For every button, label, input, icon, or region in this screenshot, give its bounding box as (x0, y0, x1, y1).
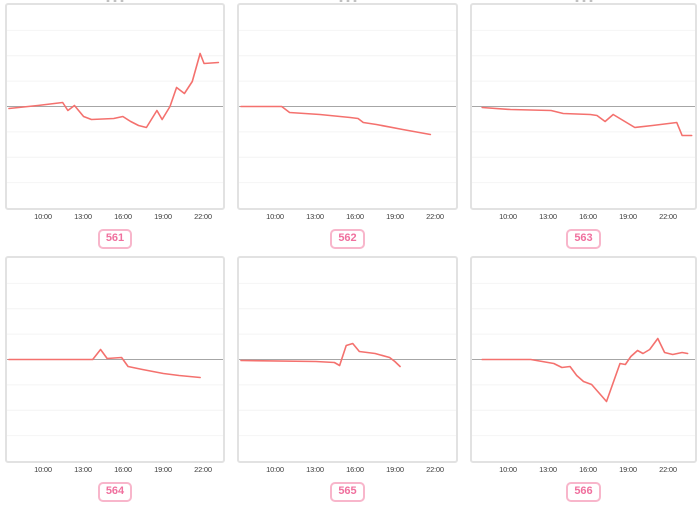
chart-cell-565: 10:00 13:00 16:00 19:00 22:00 565 (237, 256, 458, 502)
chart-id-badge[interactable]: 565 (330, 482, 365, 502)
x-tick-label: 10:00 (499, 212, 517, 221)
clipped-chart-title (106, 0, 124, 2)
chart-cell-563: 10:00 13:00 16:00 19:00 22:00 563 (470, 0, 697, 249)
x-tick-label: 10:00 (34, 465, 52, 474)
x-axis: 10:00 13:00 16:00 19:00 22:00 (470, 463, 697, 476)
chart-cell-566: 10:00 13:00 16:00 19:00 22:00 566 (470, 256, 697, 502)
x-tick-label: 19:00 (154, 212, 172, 221)
badge-row: 562 (237, 228, 458, 249)
badge-row: 566 (470, 481, 697, 502)
x-axis: 10:00 13:00 16:00 19:00 22:00 (237, 463, 458, 476)
x-tick-label: 22:00 (194, 465, 212, 474)
x-axis: 10:00 13:00 16:00 19:00 22:00 (5, 463, 225, 476)
x-tick-label: 13:00 (306, 465, 324, 474)
x-tick-label: 16:00 (346, 465, 364, 474)
data-series-line (241, 107, 430, 135)
x-axis: 10:00 13:00 16:00 19:00 22:00 (237, 210, 458, 223)
x-tick-label: 13:00 (74, 465, 92, 474)
line-chart[interactable] (239, 258, 456, 461)
x-tick-label: 22:00 (426, 212, 444, 221)
x-tick-label: 13:00 (306, 212, 324, 221)
x-tick-label: 22:00 (659, 212, 677, 221)
x-tick-label: 13:00 (74, 212, 92, 221)
x-tick-label: 16:00 (579, 212, 597, 221)
data-series-line (482, 108, 692, 136)
chart-cell-564: 10:00 13:00 16:00 19:00 22:00 564 (5, 256, 225, 502)
x-tick-label: 10:00 (34, 212, 52, 221)
chart-panel[interactable] (5, 256, 225, 463)
data-series-line (241, 344, 400, 367)
chart-panel[interactable] (237, 3, 458, 210)
x-tick-label: 13:00 (539, 212, 557, 221)
x-tick-label: 13:00 (539, 465, 557, 474)
x-tick-label: 16:00 (346, 212, 364, 221)
x-axis: 10:00 13:00 16:00 19:00 22:00 (5, 210, 225, 223)
x-tick-label: 16:00 (579, 465, 597, 474)
x-tick-label: 10:00 (266, 465, 284, 474)
line-chart[interactable] (7, 258, 223, 461)
data-series-line (482, 339, 687, 402)
chart-id-badge[interactable]: 563 (566, 229, 601, 249)
chart-id-badge[interactable]: 566 (566, 482, 601, 502)
line-chart[interactable] (239, 5, 456, 208)
x-tick-label: 10:00 (266, 212, 284, 221)
data-series-line (9, 350, 200, 378)
badge-row: 561 (5, 228, 225, 249)
chart-panel[interactable] (237, 256, 458, 463)
x-tick-label: 22:00 (194, 212, 212, 221)
badge-row: 564 (5, 481, 225, 502)
x-tick-label: 19:00 (154, 465, 172, 474)
clipped-chart-title (339, 0, 356, 2)
x-tick-label: 19:00 (386, 465, 404, 474)
chart-id-badge[interactable]: 562 (330, 229, 365, 249)
x-tick-label: 19:00 (619, 212, 637, 221)
x-tick-label: 16:00 (114, 465, 132, 474)
x-tick-label: 19:00 (619, 465, 637, 474)
x-tick-label: 16:00 (114, 212, 132, 221)
chart-panel[interactable] (5, 3, 225, 210)
chart-panel[interactable] (470, 256, 697, 463)
chart-id-badge[interactable]: 564 (97, 482, 133, 502)
data-series-line (9, 54, 218, 128)
chart-cell-562: 10:00 13:00 16:00 19:00 22:00 562 (237, 0, 458, 249)
x-tick-label: 22:00 (659, 465, 677, 474)
badge-row: 565 (237, 481, 458, 502)
x-tick-label: 22:00 (426, 465, 444, 474)
clipped-chart-title (575, 0, 592, 2)
line-chart[interactable] (472, 5, 695, 208)
badge-row: 563 (470, 228, 697, 249)
chart-panel[interactable] (470, 3, 697, 210)
line-chart[interactable] (7, 5, 223, 208)
x-axis: 10:00 13:00 16:00 19:00 22:00 (470, 210, 697, 223)
chart-id-badge[interactable]: 561 (97, 229, 133, 249)
x-tick-label: 19:00 (386, 212, 404, 221)
chart-cell-561: 10:00 13:00 16:00 19:00 22:00 561 (5, 0, 225, 249)
line-chart[interactable] (472, 258, 695, 461)
x-tick-label: 10:00 (499, 465, 517, 474)
